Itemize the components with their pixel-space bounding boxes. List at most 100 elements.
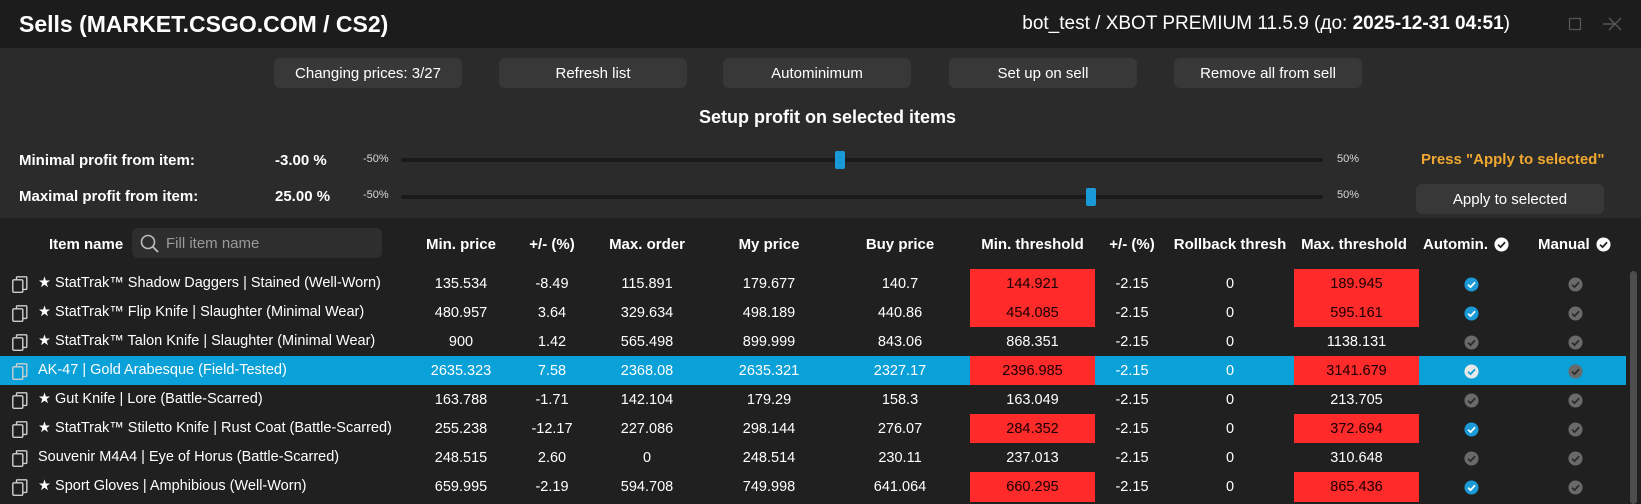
- manual-check-icon[interactable]: [1568, 480, 1583, 495]
- copy-icon[interactable]: [12, 450, 28, 473]
- cell-pct2: -2.15: [1115, 276, 1149, 292]
- manual-check-icon[interactable]: [1568, 306, 1583, 321]
- col-pct2[interactable]: +/- (%): [1109, 236, 1155, 253]
- cell-buy-price: 158.3: [881, 392, 919, 408]
- cell-max-threshold: 595.161: [1294, 298, 1419, 328]
- max-profit-slider-thumb[interactable]: [1085, 188, 1096, 206]
- cell-min-price: 163.788: [434, 392, 488, 408]
- automin-check-icon[interactable]: [1464, 364, 1479, 379]
- cell-max-order: 329.634: [620, 305, 674, 321]
- cell-my-price: 298.144: [742, 421, 796, 437]
- col-my-price[interactable]: My price: [738, 236, 800, 253]
- table-row[interactable]: ★ StatTrak™ Shadow Daggers | Stained (We…: [0, 269, 1626, 299]
- manual-check-icon[interactable]: [1568, 335, 1583, 350]
- manual-check-icon[interactable]: [1568, 451, 1583, 466]
- copy-icon[interactable]: [12, 392, 28, 415]
- cell-max-order: 142.104: [620, 392, 674, 408]
- table-row[interactable]: ★ StatTrak™ Talon Knife | Slaughter (Min…: [0, 327, 1626, 357]
- col-automin[interactable]: Automin.: [1423, 236, 1509, 253]
- apply-to-selected-button[interactable]: Apply to selected: [1416, 184, 1604, 214]
- min-profit-slider-thumb[interactable]: [834, 151, 845, 169]
- remove-all-from-sell-button[interactable]: Remove all from sell: [1174, 58, 1362, 88]
- cell-min-threshold: 284.352: [970, 414, 1095, 444]
- cell-min-threshold: 868.351: [1006, 334, 1059, 350]
- copy-icon[interactable]: [12, 479, 28, 502]
- autominimum-button[interactable]: Autominimum: [723, 58, 911, 88]
- cell-min-price: 900: [448, 334, 474, 350]
- cell-buy-price: 276.07: [877, 421, 923, 437]
- cell-my-price: 498.189: [742, 305, 796, 321]
- automin-check-icon[interactable]: [1464, 422, 1479, 437]
- automin-check-icon[interactable]: [1464, 480, 1479, 495]
- max-profit-slider[interactable]: [401, 188, 1323, 206]
- automin-check-icon[interactable]: [1464, 335, 1479, 350]
- table-row[interactable]: AK-47 | Gold Arabesque (Field-Tested) 263…: [0, 356, 1626, 386]
- cell-rollback: 0: [1225, 450, 1235, 466]
- cell-pct1: -1.71: [535, 392, 569, 408]
- cell-my-price: 179.29: [746, 392, 792, 408]
- copy-icon[interactable]: [12, 276, 28, 299]
- automin-check-icon[interactable]: [1464, 451, 1479, 466]
- maximize-button[interactable]: [1561, 10, 1589, 38]
- col-rollback-thresh[interactable]: Rollback thresh: [1173, 236, 1287, 253]
- col-min-threshold[interactable]: Min. threshold: [981, 236, 1084, 253]
- copy-icon[interactable]: [12, 305, 28, 328]
- set-up-on-sell-button[interactable]: Set up on sell: [949, 58, 1137, 88]
- cell-min-price: 659.995: [434, 479, 488, 495]
- cell-my-price: 2635.321: [738, 363, 800, 379]
- cell-rollback: 0: [1225, 421, 1235, 437]
- refresh-list-button[interactable]: Refresh list: [499, 58, 687, 88]
- col-automin-label: Automin.: [1423, 236, 1488, 253]
- cell-max-order: 0: [642, 450, 652, 466]
- check-circle-icon: [1494, 237, 1509, 252]
- copy-icon[interactable]: [12, 421, 28, 444]
- automin-check-icon[interactable]: [1464, 393, 1479, 408]
- max-profit-range-max: 50%: [1337, 189, 1360, 201]
- check-circle-icon: [1596, 237, 1611, 252]
- copy-icon[interactable]: [12, 334, 28, 357]
- cell-max-threshold: 1138.131: [1326, 334, 1387, 350]
- cell-rollback: 0: [1225, 334, 1235, 350]
- manual-check-icon[interactable]: [1568, 364, 1583, 379]
- cell-min-price: 255.238: [434, 421, 488, 437]
- min-profit-slider[interactable]: [401, 151, 1323, 169]
- manual-check-icon[interactable]: [1568, 393, 1583, 408]
- manual-check-icon[interactable]: [1568, 422, 1583, 437]
- minimize-button[interactable]: [1595, 10, 1623, 38]
- col-manual[interactable]: Manual: [1538, 236, 1611, 253]
- table-row[interactable]: ★ Sport Gloves | Amphibious (Well-Worn) 6…: [0, 472, 1626, 502]
- toolbar: Changing prices: 3/27 Refresh list Autom…: [0, 48, 1641, 96]
- table-row[interactable]: Souvenir M4A4 | Eye of Horus (Battle-Sca…: [0, 443, 1626, 473]
- item-search[interactable]: [132, 228, 382, 258]
- max-profit-range-min: -50%: [363, 189, 389, 201]
- automin-check-icon[interactable]: [1464, 277, 1479, 292]
- cell-my-price: 248.514: [742, 450, 796, 466]
- manual-check-icon[interactable]: [1568, 277, 1583, 292]
- table-row[interactable]: ★ StatTrak™ Stiletto Knife | Rust Coat (…: [0, 414, 1626, 444]
- copy-icon[interactable]: [12, 363, 28, 386]
- cell-max-order: 115.891: [621, 276, 673, 292]
- search-input[interactable]: [166, 228, 376, 258]
- table-row[interactable]: ★ Gut Knife | Lore (Battle-Scarred) 163.7…: [0, 385, 1626, 415]
- close-button[interactable]: [1601, 10, 1629, 38]
- cell-rollback: 0: [1225, 363, 1235, 379]
- automin-check-icon[interactable]: [1464, 306, 1479, 321]
- item-name: ★ Sport Gloves | Amphibious (Well-Worn): [38, 478, 307, 494]
- col-max-threshold[interactable]: Max. threshold: [1301, 236, 1407, 253]
- changing-prices-button[interactable]: Changing prices: 3/27: [274, 58, 462, 88]
- apply-note: Press "Apply to selected": [1421, 151, 1605, 168]
- col-buy-price[interactable]: Buy price: [865, 236, 935, 253]
- license-expiry-date: 2025-12-31 04:51: [1352, 13, 1504, 34]
- cell-max-order: 2368.08: [620, 363, 674, 379]
- col-max-order[interactable]: Max. order: [609, 236, 685, 253]
- cell-rollback: 0: [1225, 305, 1235, 321]
- table-row[interactable]: ★ StatTrak™ Flip Knife | Slaughter (Mini…: [0, 298, 1626, 328]
- table-scrollbar[interactable]: [1626, 269, 1641, 504]
- col-min-price[interactable]: Min. price: [425, 236, 496, 253]
- cell-min-price: 480.957: [434, 305, 488, 321]
- col-item-name[interactable]: Item name: [49, 236, 124, 253]
- col-pct1[interactable]: +/- (%): [529, 236, 575, 253]
- scrollbar-thumb[interactable]: [1630, 271, 1637, 504]
- item-name: ★ StatTrak™ Flip Knife | Slaughter (Mini…: [38, 304, 365, 320]
- cell-max-threshold: 3141.679: [1294, 356, 1419, 386]
